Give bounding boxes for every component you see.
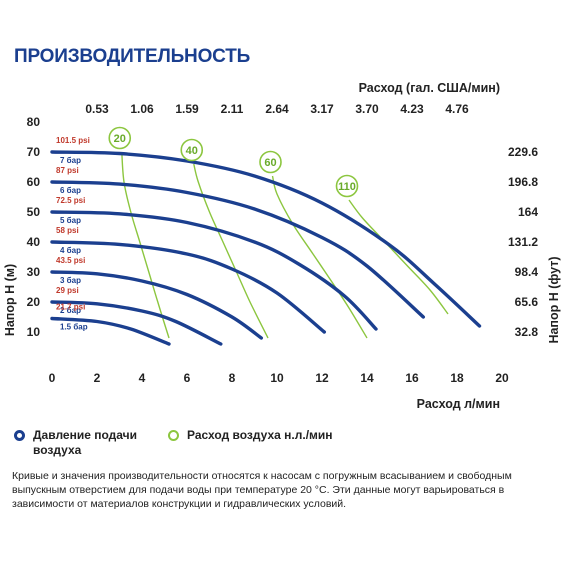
air-curve-60: [271, 175, 368, 339]
pressure-psi-label: 21.7 psi: [56, 303, 85, 312]
x-tick-label: 8: [229, 371, 236, 385]
x2-tick-label: 4.23: [400, 102, 424, 116]
x2-tick-label: 3.70: [355, 102, 379, 116]
pressure-psi-label: 72.5 psi: [56, 196, 85, 205]
y2-tick-label: 65.6: [515, 295, 539, 309]
pressure-bar-label: 7 бар: [60, 156, 81, 165]
pressure-curve: [50, 180, 425, 319]
pressure-psi-label: 43.5 psi: [56, 256, 85, 265]
air-curve-label: 110: [338, 181, 356, 193]
x2-tick-label: 1.06: [130, 102, 154, 116]
air-curve-label: 60: [264, 157, 276, 169]
x2-tick-label: 2.64: [265, 102, 289, 116]
x2-tick-label: 0.53: [85, 102, 109, 116]
pressure-psi-label: 87 psi: [56, 166, 79, 175]
y-tick-label: 10: [27, 325, 41, 339]
legend-pressure-label: Давление подачи воздуха: [33, 428, 137, 457]
footnote: Кривые и значения производительности отн…: [12, 470, 512, 510]
x2-tick-label: 1.59: [175, 102, 199, 116]
legend-air-label: Расход воздуха н.л./мин: [187, 428, 333, 442]
x-tick-label: 6: [184, 371, 191, 385]
y-tick-label: 40: [27, 235, 41, 249]
air-curve-label: 40: [186, 145, 198, 157]
x2-tick-label: 3.17: [310, 102, 334, 116]
pressure-ring-icon: [14, 430, 25, 441]
y2-tick-label: 131.2: [508, 235, 538, 249]
pressure-curve: [50, 240, 326, 334]
x-tick-label: 4: [139, 371, 146, 385]
y-axis-title: Напор H (м): [3, 264, 17, 336]
x2-axis-title: Расход (гал. США/мин): [359, 81, 500, 95]
x-axis-title: Расход л/мин: [417, 397, 500, 411]
air-circle-marker: [108, 126, 132, 150]
air-curve-110: [348, 199, 449, 315]
axes: 0 2 4 6 8 10 12 14 16 18 20 10 20 30 40 50 60 70 80 0.53 1.0…: [3, 81, 561, 411]
pressure-bar-label: 1.5 бар: [60, 323, 88, 332]
x-tick-label: 0: [49, 371, 56, 385]
y2-tick-label: 98.4: [515, 265, 539, 279]
pressure-psi-label: 58 psi: [56, 226, 79, 235]
y2-axis-title: Напор H (фут): [547, 256, 561, 343]
x2-tick-label: 2.11: [221, 102, 244, 116]
x-tick-label: 2: [94, 371, 101, 385]
x-tick-label: 18: [450, 371, 464, 385]
pressure-bar-label: 2 бар: [60, 306, 81, 315]
y2-tick-label: 229.6: [508, 145, 538, 159]
air-circle-marker: [335, 174, 359, 198]
y-tick-label: 20: [27, 295, 41, 309]
air-curve-40: [193, 163, 269, 339]
legend-air: Расход воздуха н.л./мин: [168, 428, 333, 443]
pressure-curve: [50, 300, 223, 346]
pressure-bar-label: 5 бар: [60, 216, 81, 225]
air-curves: [121, 151, 449, 339]
x-tick-label: 16: [405, 371, 419, 385]
y-tick-label: 60: [27, 175, 41, 189]
pressure-curve: [50, 270, 263, 340]
pressure-curve: [50, 210, 378, 331]
pressure-bar-label: 6 бар: [60, 186, 81, 195]
pressure-bar-label: 4 бар: [60, 246, 81, 255]
x-tick-label: 12: [315, 371, 329, 385]
pressure-psi-label: 29 psi: [56, 286, 79, 295]
x2-tick-label: 4.76: [445, 102, 469, 116]
y-tick-label: 70: [27, 145, 41, 159]
pressure-curve: [50, 316, 171, 346]
x-tick-label: 14: [360, 371, 374, 385]
page-title: ПРОИЗВОДИТЕЛЬНОСТЬ: [14, 46, 251, 67]
y-tick-label: 80: [27, 115, 41, 129]
y2-tick-label: 32.8: [515, 325, 539, 339]
performance-chart: 0 2 4 6 8 10 12 14 16 18 20 10 20 30 40 50 60 70 80 0.53 1.0…: [3, 81, 561, 411]
y2-tick-label: 196.8: [508, 175, 538, 189]
air-circle-marker: [259, 150, 282, 174]
air-ring-icon: [168, 430, 179, 441]
y2-tick-label: 164: [518, 205, 538, 219]
pressure-curves: [50, 150, 482, 346]
pressure-psi-label: 101.5 psi: [56, 136, 90, 145]
legend-pressure: Давление подачи воздуха: [14, 428, 151, 458]
pressure-bar-label: 3 бар: [60, 276, 81, 285]
x-tick-label: 10: [270, 371, 284, 385]
y-tick-label: 50: [27, 205, 41, 219]
air-circle-marker: [180, 138, 204, 162]
air-curve-label: 20: [114, 133, 126, 145]
air-curve-20: [121, 151, 170, 339]
pressure-curve: [50, 150, 482, 328]
y-tick-label: 30: [27, 265, 41, 279]
x-tick-label: 20: [495, 371, 509, 385]
